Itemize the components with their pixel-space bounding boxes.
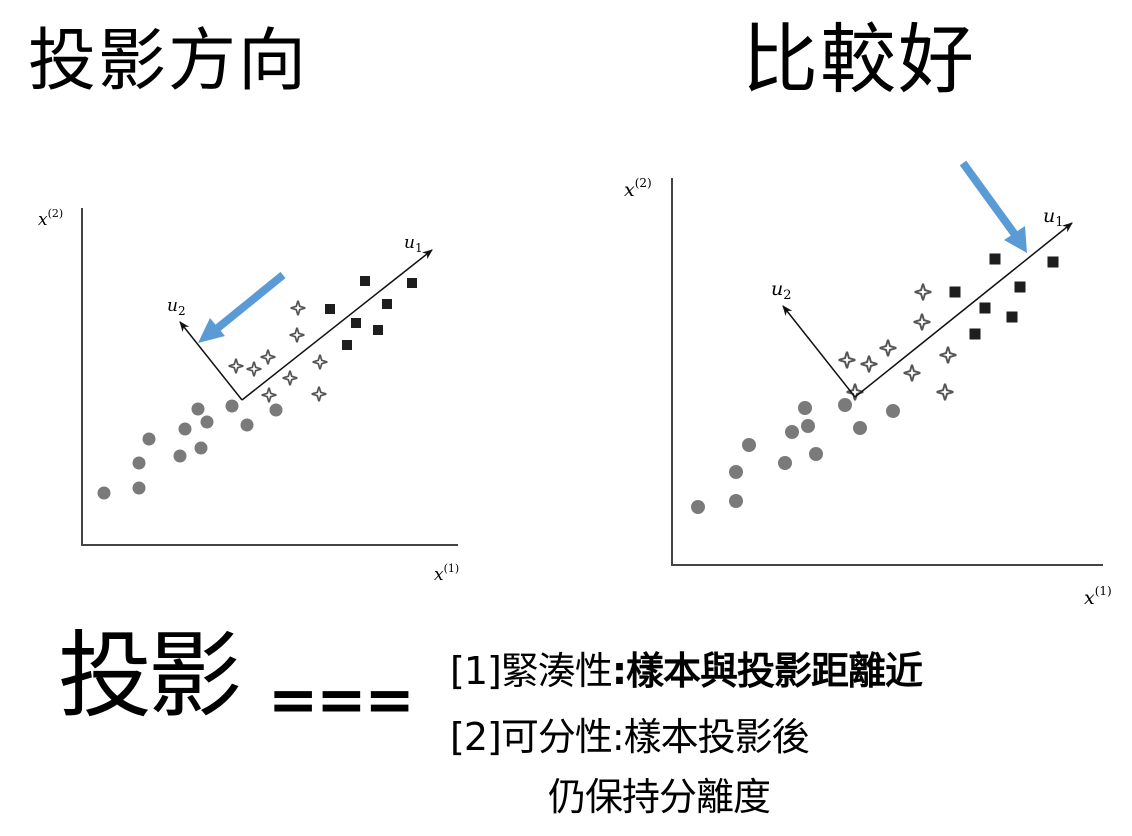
circle-point — [97, 486, 111, 500]
star-point — [312, 354, 328, 370]
pca-projection-charts: x(2) x(1) u1 u2 x(2) x(1) u1 u2 — [38, 160, 1112, 609]
circle-point — [801, 419, 815, 433]
star-point — [289, 327, 305, 343]
star-point — [228, 358, 244, 374]
circle-point — [886, 404, 900, 418]
square-point — [325, 304, 335, 314]
star-point — [913, 313, 931, 331]
circle-point — [178, 422, 192, 436]
left-u2-label: u2 — [167, 296, 186, 318]
star-point — [246, 361, 262, 377]
circle-point — [729, 465, 743, 479]
circle-point — [194, 441, 208, 455]
star-point — [282, 370, 298, 386]
square-point — [351, 318, 361, 328]
left-xlabel: x(1) — [434, 562, 459, 585]
right-u1-label: u1 — [1043, 205, 1064, 230]
circle-point — [142, 432, 156, 446]
property-2-name: 可分性 — [500, 715, 613, 759]
property-2-colon: : — [611, 715, 625, 759]
right-blue-arrow-icon — [959, 160, 1027, 253]
star-point — [838, 351, 856, 369]
star-point — [311, 386, 327, 402]
property-1-colon: : — [611, 649, 627, 693]
right-axes — [671, 178, 1103, 566]
property-1-index: [1] — [450, 649, 502, 693]
title-better: 比較好 — [742, 15, 976, 104]
left-data-points — [97, 276, 417, 500]
circle-point — [809, 447, 823, 461]
circle-point — [853, 421, 867, 435]
square-point — [382, 299, 392, 309]
right-u2-vector — [782, 305, 856, 398]
star-point — [261, 387, 277, 403]
circle-point — [191, 402, 205, 416]
right-u2-label: u2 — [771, 278, 792, 303]
property-compactness: [1]緊湊性:樣本與投影距離近 — [450, 649, 923, 693]
square-point — [342, 340, 352, 350]
circle-point — [785, 425, 799, 439]
square-point — [949, 286, 961, 298]
property-separability-line2: 仍保持分離度 — [548, 775, 771, 819]
square-point — [1014, 281, 1026, 293]
left-u1-vector — [241, 249, 433, 401]
chart-right: x(2) x(1) u1 u2 — [624, 160, 1112, 609]
circle-point — [691, 500, 705, 514]
chart-left: x(2) x(1) u1 u2 — [38, 207, 459, 585]
star-point — [903, 364, 921, 382]
circle-point — [798, 401, 812, 415]
property-2-index: [2] — [450, 715, 502, 759]
circle-point — [778, 456, 792, 470]
square-point — [969, 328, 981, 340]
left-u2-vector — [179, 321, 243, 401]
left-ylabel: x(2) — [38, 207, 63, 230]
square-point — [989, 253, 1001, 265]
star-point — [879, 339, 897, 357]
circle-point — [838, 398, 852, 412]
equals-sign: === — [268, 665, 415, 735]
circle-point — [269, 403, 283, 417]
property-2-description-line1: 樣本投影後 — [623, 715, 810, 759]
right-data-points — [691, 253, 1059, 514]
square-point — [360, 276, 370, 286]
property-1-description: 樣本與投影距離近 — [626, 649, 923, 693]
projection-label: 投影 — [58, 622, 242, 731]
title-projection-direction: 投影方向 — [28, 22, 309, 101]
left-u1-label: u1 — [404, 233, 423, 255]
star-point — [939, 346, 957, 364]
star-point — [260, 349, 276, 365]
square-point — [407, 278, 417, 288]
square-point — [373, 325, 383, 335]
circle-point — [132, 481, 146, 495]
circle-point — [240, 418, 254, 432]
right-ylabel: x(2) — [624, 176, 652, 201]
right-u1-vector — [854, 222, 1073, 398]
circle-point — [132, 456, 146, 470]
circle-point — [742, 438, 756, 452]
circle-point — [200, 415, 214, 429]
square-point — [1047, 256, 1059, 268]
star-point — [914, 283, 932, 301]
left-axes — [81, 208, 458, 546]
right-xlabel: x(1) — [1084, 584, 1112, 609]
square-point — [1006, 311, 1018, 323]
circle-point — [173, 449, 187, 463]
property-separability: [2]可分性:樣本投影後 — [450, 715, 810, 759]
star-point — [290, 300, 306, 316]
square-point — [979, 302, 991, 314]
left-blue-arrow-icon — [198, 271, 286, 343]
star-point — [860, 355, 878, 373]
property-1-name: 緊湊性 — [500, 649, 613, 693]
circle-point — [729, 494, 743, 508]
circle-point — [225, 399, 239, 413]
star-point — [936, 383, 954, 401]
